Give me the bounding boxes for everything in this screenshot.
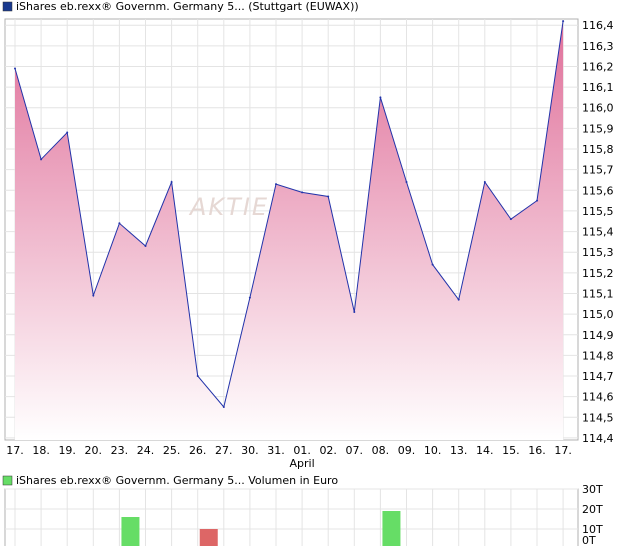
x-tick-label: 30. [241, 444, 259, 457]
price-point [457, 298, 460, 301]
volume-bar [382, 511, 401, 549]
price-series-line [14, 21, 564, 409]
price-point [405, 181, 408, 184]
price-y-tick-labels: 116,4 116,3 116,2 116,1 116,0 115,9 115,8 115,7… [582, 19, 614, 445]
price-point [14, 67, 16, 70]
price-y-tick-label: 115,2 [582, 267, 614, 280]
price-point [92, 294, 95, 297]
x-tick-label: 31. [267, 444, 285, 457]
x-tick-label: 10. [424, 444, 442, 457]
price-point [509, 218, 512, 221]
price-point [222, 405, 225, 408]
price-y-tick-label: 114,6 [582, 391, 614, 404]
price-point [536, 199, 538, 202]
month-label: April [290, 457, 315, 470]
price-point [118, 222, 121, 225]
price-area-fill [15, 21, 564, 440]
price-y-tick-label: 114,9 [582, 329, 614, 342]
price-point [431, 263, 434, 266]
x-tick-label: 24. [137, 444, 155, 457]
volume-y-tick-label: 0T [582, 534, 596, 546]
x-tick-label: 13. [450, 444, 468, 457]
price-y-tick-label: 115,8 [582, 143, 614, 156]
x-tick-label: 23. [111, 444, 129, 457]
price-point [66, 131, 69, 134]
price-point [196, 375, 199, 378]
price-y-tick-label: 114,5 [582, 411, 614, 424]
price-y-tick-label: 115,9 [582, 122, 614, 135]
price-y-tick-label: 114,8 [582, 349, 614, 362]
price-y-tick-label: 114,7 [582, 370, 614, 383]
x-tick-label: 01. [293, 444, 311, 457]
price-y-tick-label: 115,1 [582, 287, 614, 300]
price-point [562, 20, 565, 23]
price-y-tick-label: 115,7 [582, 164, 614, 177]
price-y-tick-label: 115,5 [582, 205, 614, 218]
x-tick-label: 17. [554, 444, 572, 457]
price-y-tick-label: 115,6 [582, 184, 614, 197]
price-y-tick-label: 116,2 [582, 60, 614, 73]
price-points [14, 20, 565, 408]
price-y-tick-label: 116,3 [582, 40, 614, 53]
price-point [327, 195, 330, 198]
volume-legend-text: iShares eb.rexx® Governm. Germany 5... V… [16, 474, 338, 487]
volume-bar [199, 529, 218, 549]
x-tick-label: 19. [58, 444, 76, 457]
volume-y-tick-label: 10T [582, 523, 603, 536]
x-tick-label: 17. [6, 444, 24, 457]
price-y-tick-label: 114,4 [582, 432, 614, 445]
price-y-tick-label: 115,3 [582, 246, 614, 259]
x-tick-label: 26. [189, 444, 207, 457]
volume-legend-swatch [2, 475, 13, 486]
volume-bar [121, 517, 140, 549]
price-point [301, 191, 304, 194]
price-point [170, 181, 173, 184]
x-tick-label: 25. [163, 444, 181, 457]
price-y-tick-label: 116,0 [582, 102, 614, 115]
x-tick-label: 27. [215, 444, 233, 457]
x-tick-label: 20. [85, 444, 103, 457]
x-tick-labels: 17. 18. 19. 20. 23. 24. 25. 26. 27. 30. 31. 01. 02. 0… [6, 444, 572, 457]
price-point [248, 296, 251, 299]
x-tick-label: 09. [398, 444, 416, 457]
price-y-tick-label: 115,4 [582, 226, 614, 239]
price-legend-swatch [2, 1, 13, 12]
x-tick-label: 02. [319, 444, 337, 457]
price-y-tick-label: 116,1 [582, 81, 614, 94]
volume-y-tick-label: 30T [582, 483, 603, 496]
volume-bars [121, 511, 401, 549]
price-y-tick-label: 116,4 [582, 19, 614, 32]
x-tick-label: 14. [476, 444, 494, 457]
price-point [353, 311, 356, 314]
price-point [379, 96, 382, 99]
x-tick-label: 16. [528, 444, 546, 457]
price-point [483, 181, 486, 184]
price-point [275, 183, 277, 186]
x-tick-label: 15. [502, 444, 520, 457]
x-tick-label: 07. [346, 444, 364, 457]
price-point [40, 158, 43, 161]
price-y-tick-label: 115,0 [582, 308, 614, 321]
x-tick-label: 08. [372, 444, 390, 457]
price-point [144, 245, 147, 248]
volume-y-tick-label: 20T [582, 503, 603, 516]
price-legend-text: iShares eb.rexx® Governm. Germany 5... (… [16, 0, 359, 13]
x-tick-label: 18. [32, 444, 50, 457]
volume-plot-area [4, 488, 579, 550]
